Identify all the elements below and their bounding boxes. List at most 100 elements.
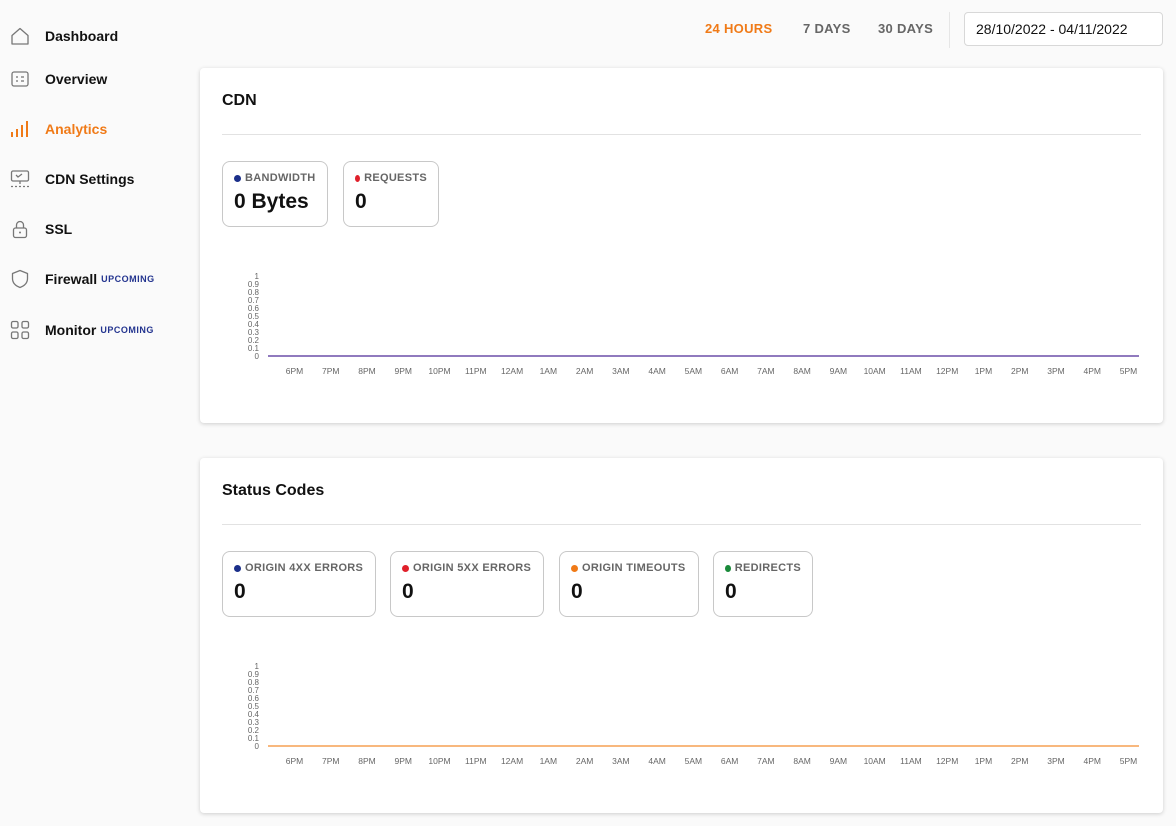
cdn-chart: 00.10.20.30.40.50.60.70.80.91 6PM 7PM 8PM 9P…	[248, 272, 1139, 376]
x-tick-label: 9AM	[830, 756, 847, 766]
x-tick-label: 2AM	[576, 366, 593, 376]
sidebar-item-label: Analytics	[45, 121, 108, 137]
origin-4xx-errors-stat[interactable]: ORIGIN 4XX ERRORS 0	[222, 551, 376, 617]
x-tick-label: 3AM	[612, 756, 629, 766]
sidebar-item-label: SSL	[45, 221, 73, 237]
x-tick-label: 6AM	[721, 756, 738, 766]
y-tick-label: 0.8	[248, 678, 260, 687]
range-7-days-button[interactable]: 7 DAYS	[803, 21, 851, 36]
bandwidth-stat[interactable]: BANDWIDTH 0 Bytes	[222, 161, 328, 227]
sidebar-item-analytics[interactable]: Analytics	[10, 114, 107, 144]
origin-5xx-errors-stat[interactable]: ORIGIN 5XX ERRORS 0	[390, 551, 544, 617]
stat-value: 0 Bytes	[234, 190, 309, 213]
y-tick-label: 0.4	[248, 320, 260, 329]
stat-label: REDIRECTS	[734, 562, 801, 574]
y-tick-label: 1	[255, 272, 260, 281]
stat-label-row: REQUESTS	[355, 172, 427, 184]
stat-label: REQUESTS	[364, 172, 427, 184]
requests-stat[interactable]: REQUESTS 0	[343, 161, 439, 227]
y-tick-label: 0.2	[248, 336, 260, 345]
y-tick-label: 0.8	[248, 288, 260, 297]
x-tick-label: 8AM	[793, 366, 810, 376]
x-tick-label: 10AM	[864, 366, 886, 376]
overview-icon	[10, 69, 30, 89]
toolbar-divider	[949, 12, 950, 48]
y-tick-label: 0.9	[248, 280, 260, 289]
x-tick-label: 8AM	[793, 756, 810, 766]
legend-dot	[571, 564, 578, 572]
y-tick-label: 0.3	[248, 718, 260, 727]
y-tick-label: 0.7	[248, 296, 260, 305]
sidebar-item-dashboard[interactable]: Dashboard	[10, 21, 118, 51]
x-tick-label: 2PM	[1011, 756, 1028, 766]
x-tick-label: 1PM	[975, 756, 992, 766]
stat-label: ORIGIN 5XX ERRORS	[413, 562, 532, 574]
sidebar-item-label: Dashboard	[45, 28, 119, 44]
x-tick-label: 12AM	[501, 366, 523, 376]
sidebar-item-label: Monitor	[45, 322, 97, 338]
sidebar-item-overview[interactable]: Overview	[10, 64, 107, 94]
upcoming-badge: UPCOMING	[101, 274, 155, 284]
y-tick-label: 0.3	[248, 328, 260, 337]
y-tick-label: 0.5	[248, 702, 260, 711]
date-range-input[interactable]	[964, 12, 1163, 46]
x-tick-label: 6PM	[286, 366, 303, 376]
x-tick-label: 5PM	[1120, 756, 1137, 766]
sidebar-item-ssl[interactable]: SSL	[10, 214, 72, 244]
x-tick-label: 1AM	[540, 756, 557, 766]
stat-label-row: ORIGIN 4XX ERRORS	[234, 562, 364, 574]
y-tick-label: 0.1	[248, 344, 260, 353]
x-tick-label: 10PM	[428, 756, 450, 766]
x-tick-label: 5AM	[685, 756, 702, 766]
cdn-card: CDN BANDWIDTH 0 Bytes REQUESTS 0 0 0.1 0.2…	[200, 68, 1163, 423]
origin-timeouts-stat[interactable]: ORIGIN TIMEOUTS 0	[559, 551, 699, 617]
legend-dot	[402, 564, 409, 572]
sidebar-item-label: CDN Settings	[45, 171, 135, 187]
y-tick-label: 0	[255, 352, 260, 361]
upcoming-badge: UPCOMING	[100, 325, 154, 335]
legend-dot	[234, 174, 241, 182]
x-tick-label: 3PM	[1047, 756, 1064, 766]
sidebar-item-firewall[interactable]: Firewall UPCOMING	[10, 264, 155, 294]
x-tick-label: 1PM	[975, 366, 992, 376]
card-divider	[222, 134, 1141, 135]
redirects-stat[interactable]: REDIRECTS 0	[713, 551, 813, 617]
y-tick-label: 0	[255, 742, 260, 751]
y-tick-label: 0.5	[248, 312, 260, 321]
lock-icon	[10, 219, 30, 239]
shield-icon	[10, 269, 30, 289]
x-tick-label: 12PM	[936, 366, 958, 376]
sidebar-item-cdn-settings[interactable]: CDN Settings	[10, 164, 134, 194]
card-title: CDN	[222, 92, 257, 109]
y-tick-label: 0.2	[248, 726, 260, 735]
x-tick-label: 4PM	[1083, 366, 1100, 376]
x-tick-label: 8PM	[358, 756, 375, 766]
stat-value: 0	[234, 580, 246, 603]
range-24-hours-button[interactable]: 24 HOURS	[705, 21, 773, 36]
stat-label: BANDWIDTH	[245, 172, 316, 184]
home-icon	[10, 26, 30, 46]
x-tick-label: 2AM	[576, 756, 593, 766]
range-30-days-button[interactable]: 30 DAYS	[878, 21, 934, 36]
x-tick-label: 12PM	[936, 756, 958, 766]
x-tick-label: 9PM	[395, 756, 412, 766]
sidebar-item-monitor[interactable]: Monitor UPCOMING	[10, 315, 154, 345]
grid-icon	[10, 320, 30, 340]
stat-label: ORIGIN 4XX ERRORS	[245, 562, 364, 574]
x-tick-label: 10PM	[428, 366, 450, 376]
sidebar: Dashboard Overview Analytics CDN Setting…	[0, 0, 190, 826]
legend-dot	[725, 564, 731, 572]
y-tick-label: 1	[255, 662, 260, 671]
stat-value: 0	[402, 580, 414, 603]
y-tick-label: 0.6	[248, 304, 260, 313]
x-tick-label: 4PM	[1083, 756, 1100, 766]
y-tick-label: 0.6	[248, 694, 260, 703]
x-tick-label: 4AM	[648, 756, 665, 766]
stat-value: 0	[355, 190, 367, 213]
sidebar-item-label: Overview	[45, 71, 108, 87]
x-tick-label: 3PM	[1047, 366, 1064, 376]
legend-dot	[234, 564, 241, 572]
card-title: Status Codes	[222, 482, 325, 499]
analytics-icon	[10, 119, 30, 139]
x-tick-label: 11AM	[900, 756, 922, 766]
